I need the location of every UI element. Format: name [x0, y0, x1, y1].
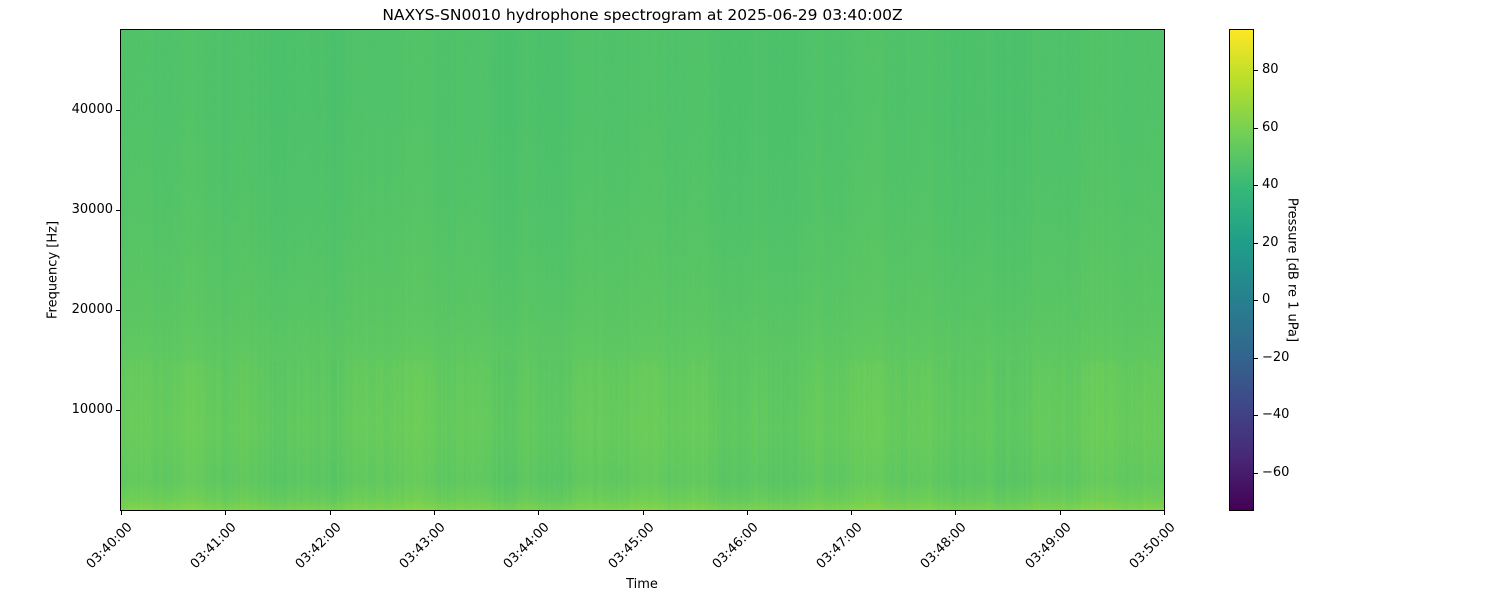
- colorbar-tick-label: 20: [1262, 234, 1279, 250]
- y-tick-mark: [116, 110, 121, 111]
- x-tick-mark: [955, 510, 957, 515]
- colorbar-tick-mark: [1253, 472, 1258, 474]
- y-tick-mark: [116, 310, 121, 311]
- x-tick-mark: [329, 510, 331, 515]
- colorbar-tick-label: −40: [1262, 407, 1290, 423]
- colorbar-tick-label: −20: [1262, 349, 1290, 365]
- y-tick-label: 20000: [71, 302, 113, 317]
- x-tick-label: 03:43:00: [396, 520, 449, 572]
- x-tick-label: 03:40:00: [83, 520, 136, 572]
- colorbar-tick-mark: [1253, 127, 1258, 129]
- colorbar-tick-label: 40: [1262, 177, 1279, 193]
- x-tick-mark: [746, 510, 748, 515]
- x-tick-mark: [538, 510, 540, 515]
- x-axis-label: Time: [626, 577, 658, 592]
- colorbar-tick-mark: [1253, 242, 1258, 244]
- x-tick-mark: [225, 510, 227, 515]
- x-tick-mark: [642, 510, 644, 515]
- x-tick-mark: [121, 510, 122, 515]
- x-tick-label: 03:41:00: [188, 520, 240, 572]
- colorbar-tick-mark: [1253, 357, 1258, 359]
- colorbar-label: Pressure [dB re 1 uPa]: [1284, 197, 1300, 343]
- y-tick-label: 40000: [71, 102, 113, 117]
- x-tick-label: 03:45:00: [605, 520, 658, 572]
- x-tick-label: 03:48:00: [918, 520, 970, 572]
- x-tick-label: 03:42:00: [292, 520, 345, 572]
- colorbar-tick-mark: [1253, 415, 1258, 417]
- colorbar-tick-mark: [1253, 300, 1258, 302]
- x-tick-label: 03:44:00: [500, 520, 553, 572]
- x-tick-mark: [433, 510, 435, 515]
- colorbar-tick-label: 0: [1262, 292, 1271, 308]
- x-tick-label: 03:46:00: [709, 520, 762, 572]
- x-tick-label: 03:50:00: [1126, 520, 1179, 572]
- chart-title: NAXYS-SN0010 hydrophone spectrogram at 2…: [382, 6, 903, 24]
- x-tick-label: 03:47:00: [813, 520, 866, 572]
- colorbar-tick-mark: [1253, 70, 1258, 72]
- x-tick-mark: [1164, 510, 1165, 515]
- colorbar-tick-label: −60: [1262, 464, 1290, 480]
- x-tick-mark: [1059, 510, 1061, 515]
- colorbar-tick-label: 60: [1262, 119, 1279, 135]
- y-tick-mark: [116, 410, 121, 411]
- y-tick-label: 30000: [71, 202, 113, 217]
- colorbar-tick-label: 80: [1262, 62, 1279, 78]
- x-tick-mark: [851, 510, 853, 515]
- x-tick-label: 03:49:00: [1022, 520, 1075, 572]
- y-axis-label: Frequency [Hz]: [45, 220, 61, 320]
- colorbar: [1229, 29, 1254, 511]
- y-tick-mark: [116, 210, 121, 211]
- spectrogram-heatmap: [120, 29, 1165, 511]
- y-tick-label: 10000: [71, 402, 113, 417]
- colorbar-tick-mark: [1253, 185, 1258, 187]
